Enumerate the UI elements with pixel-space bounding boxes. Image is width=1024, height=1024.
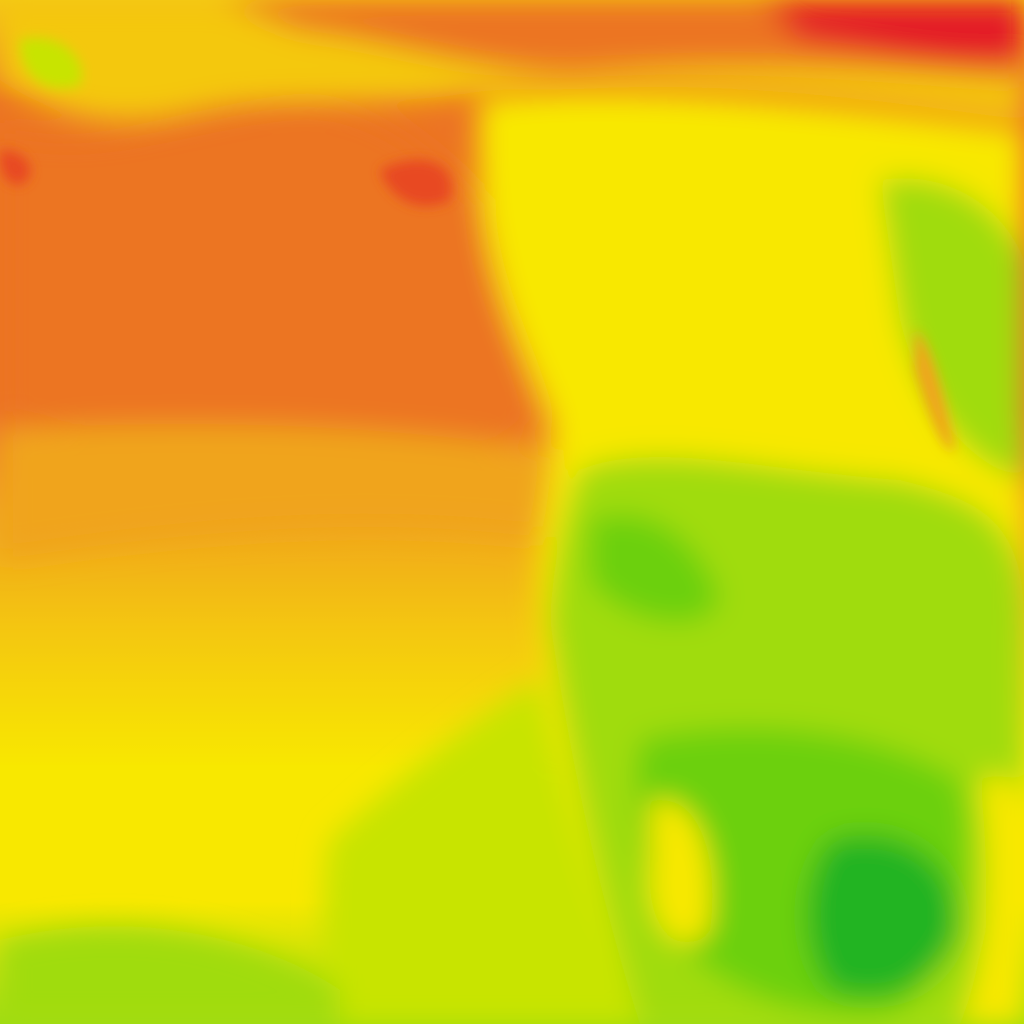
hot-northeast-region	[760, 0, 1024, 63]
ocean-amber-band	[0, 424, 560, 560]
kalahari-yellow	[650, 799, 713, 944]
southwest-green-band	[0, 926, 340, 1024]
nw-green-spot	[20, 38, 82, 88]
east-coast-yellow	[960, 774, 1024, 1024]
ocean-hot-spot	[380, 160, 452, 206]
southern-dark-green-region	[807, 834, 960, 998]
east-green-region	[880, 178, 1024, 481]
offshore-green-current	[323, 680, 640, 1024]
west-hot-spot	[0, 150, 31, 185]
rift-orange-streak	[915, 330, 955, 451]
south-green-region	[590, 514, 720, 622]
